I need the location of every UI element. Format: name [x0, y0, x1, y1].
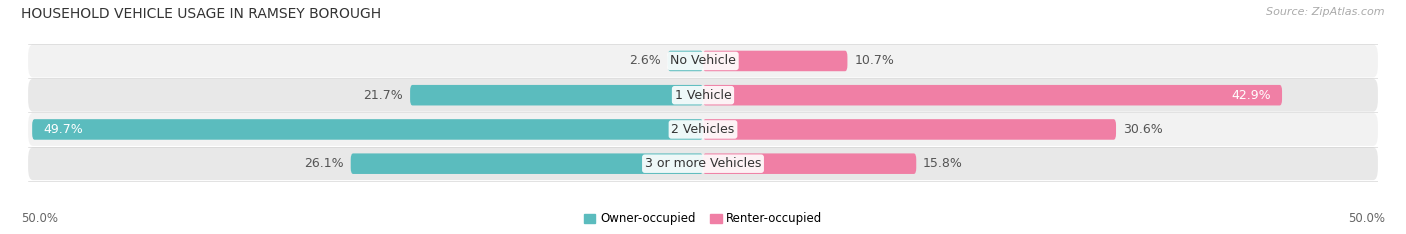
Text: 2 Vehicles: 2 Vehicles: [672, 123, 734, 136]
Text: 50.0%: 50.0%: [21, 212, 58, 225]
Text: 30.6%: 30.6%: [1123, 123, 1163, 136]
FancyBboxPatch shape: [668, 51, 703, 71]
FancyBboxPatch shape: [703, 119, 1116, 140]
Legend: Owner-occupied, Renter-occupied: Owner-occupied, Renter-occupied: [579, 208, 827, 230]
FancyBboxPatch shape: [28, 147, 1378, 180]
Text: 10.7%: 10.7%: [855, 55, 894, 67]
FancyBboxPatch shape: [32, 119, 703, 140]
FancyBboxPatch shape: [411, 85, 703, 106]
FancyBboxPatch shape: [28, 79, 1378, 112]
Text: 50.0%: 50.0%: [1348, 212, 1385, 225]
Text: HOUSEHOLD VEHICLE USAGE IN RAMSEY BOROUGH: HOUSEHOLD VEHICLE USAGE IN RAMSEY BOROUG…: [21, 7, 381, 21]
FancyBboxPatch shape: [703, 51, 848, 71]
FancyBboxPatch shape: [28, 44, 1378, 77]
FancyBboxPatch shape: [350, 154, 703, 174]
FancyBboxPatch shape: [703, 154, 917, 174]
Text: 21.7%: 21.7%: [364, 89, 404, 102]
Text: Source: ZipAtlas.com: Source: ZipAtlas.com: [1267, 7, 1385, 17]
Text: 3 or more Vehicles: 3 or more Vehicles: [645, 157, 761, 170]
Text: 49.7%: 49.7%: [44, 123, 83, 136]
FancyBboxPatch shape: [703, 85, 1282, 106]
Text: 26.1%: 26.1%: [304, 157, 344, 170]
Text: 2.6%: 2.6%: [630, 55, 661, 67]
Text: 42.9%: 42.9%: [1232, 89, 1271, 102]
FancyBboxPatch shape: [28, 113, 1378, 146]
Text: 15.8%: 15.8%: [922, 157, 963, 170]
Text: No Vehicle: No Vehicle: [671, 55, 735, 67]
Text: 1 Vehicle: 1 Vehicle: [675, 89, 731, 102]
